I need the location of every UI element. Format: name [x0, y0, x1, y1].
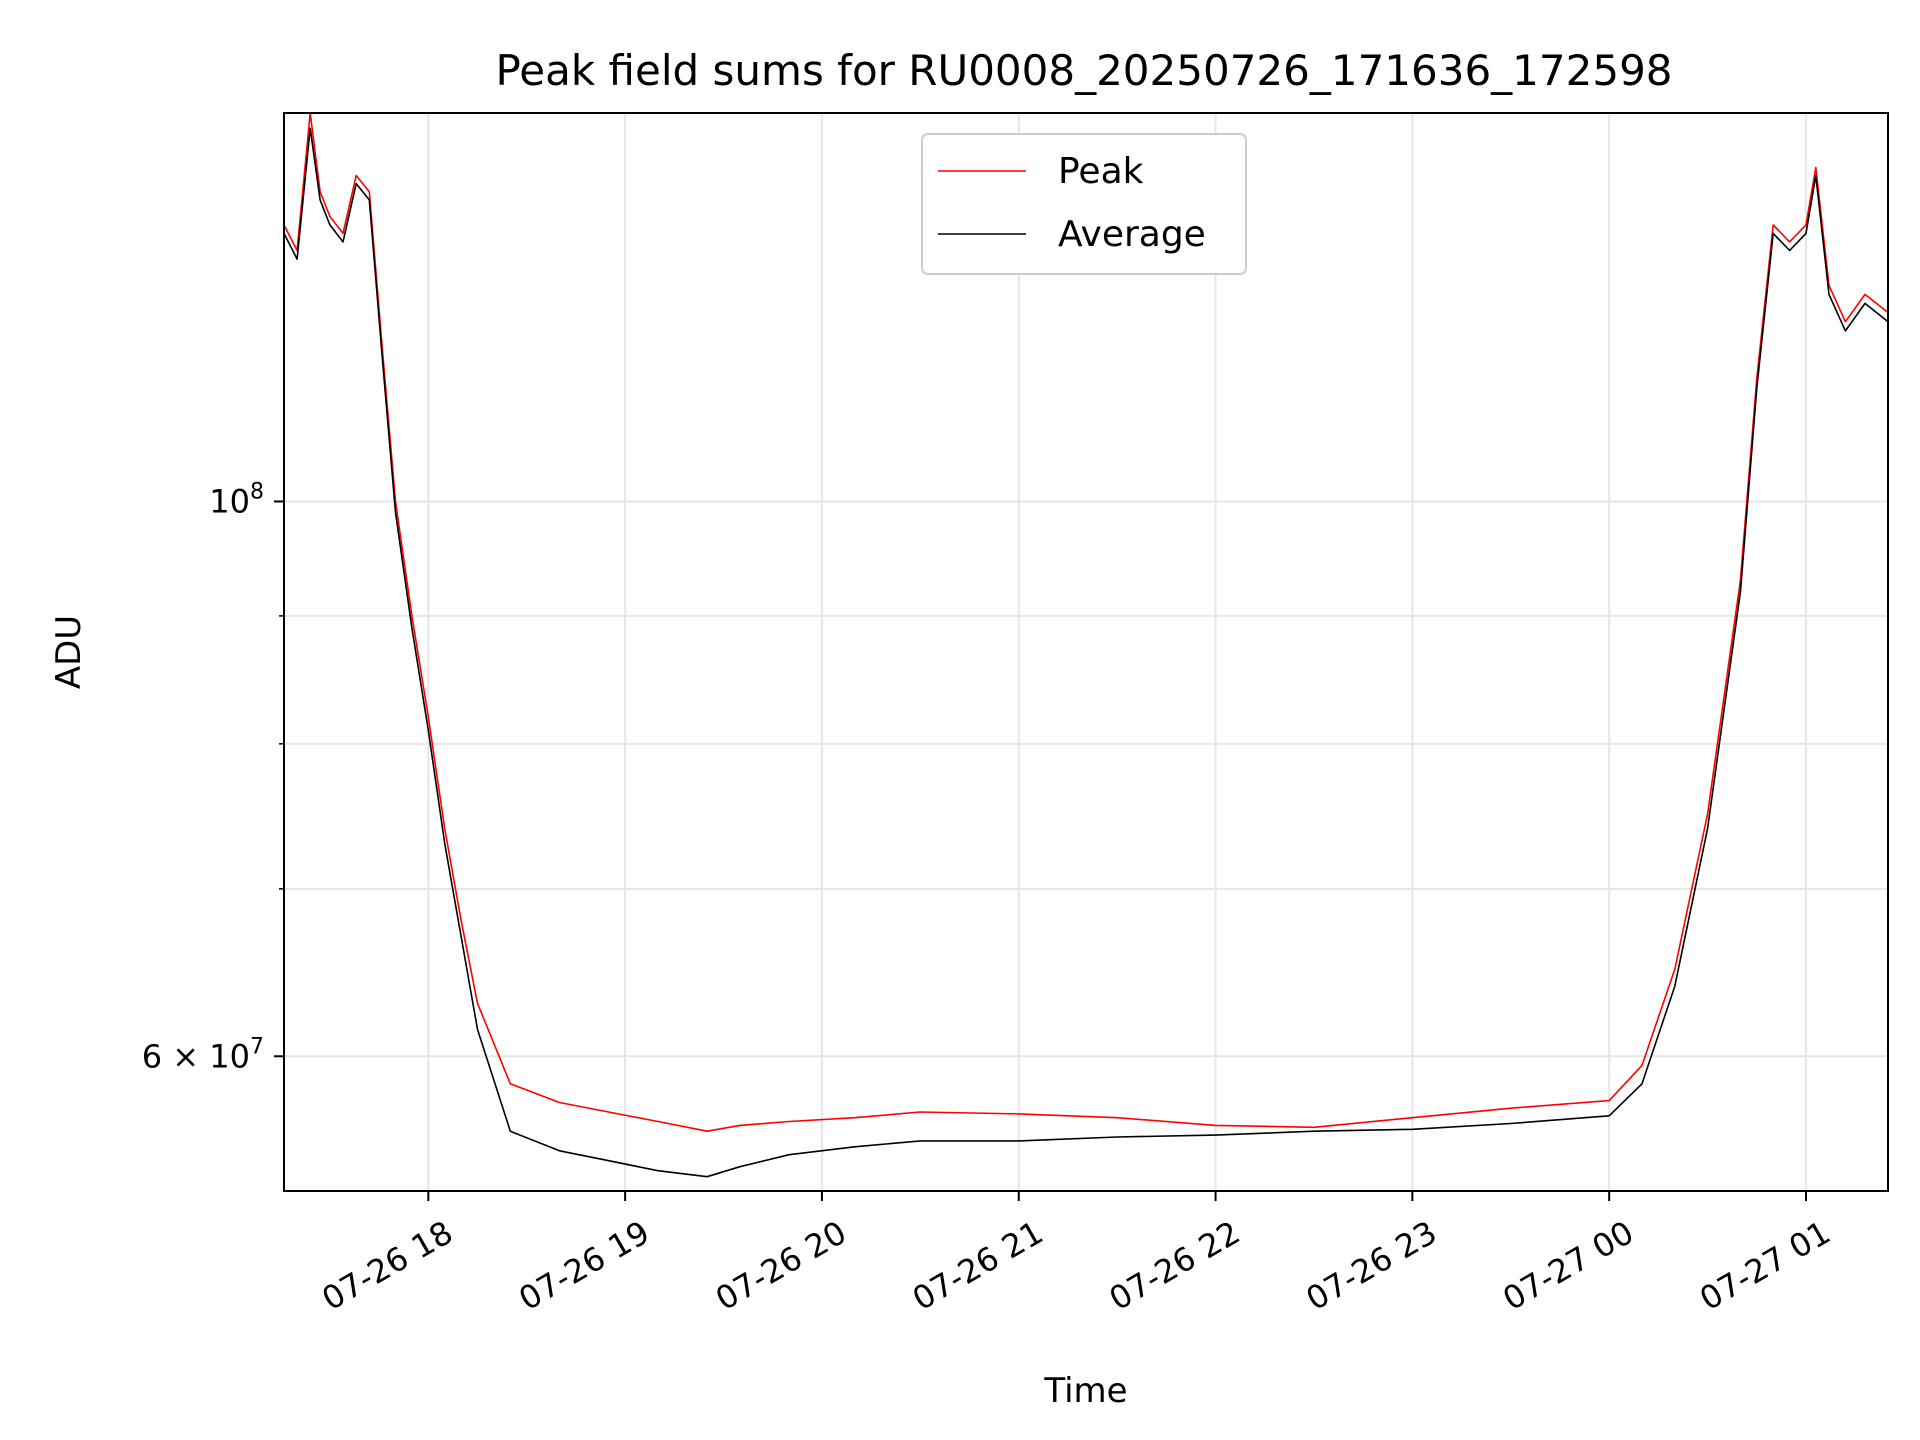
- chart-title: Peak field sums for RU0008_20250726_1716…: [495, 46, 1672, 95]
- legend: Peak Average: [921, 133, 1247, 275]
- y-axis-title: ADU: [49, 615, 89, 689]
- legend-box: [921, 133, 1247, 275]
- legend-label-peak: Peak: [1058, 151, 1144, 192]
- plot-frame: [283, 112, 1889, 1192]
- x-axis-title: Time: [1043, 1371, 1127, 1411]
- y-tick-label: 108: [209, 479, 264, 520]
- series-lines: [283, 112, 1889, 1178]
- series-line-average: [283, 127, 1889, 1178]
- legend-label-average: Average: [1058, 214, 1206, 255]
- y-tick-label: 6 × 107: [142, 1034, 264, 1075]
- grid: [284, 113, 1888, 1191]
